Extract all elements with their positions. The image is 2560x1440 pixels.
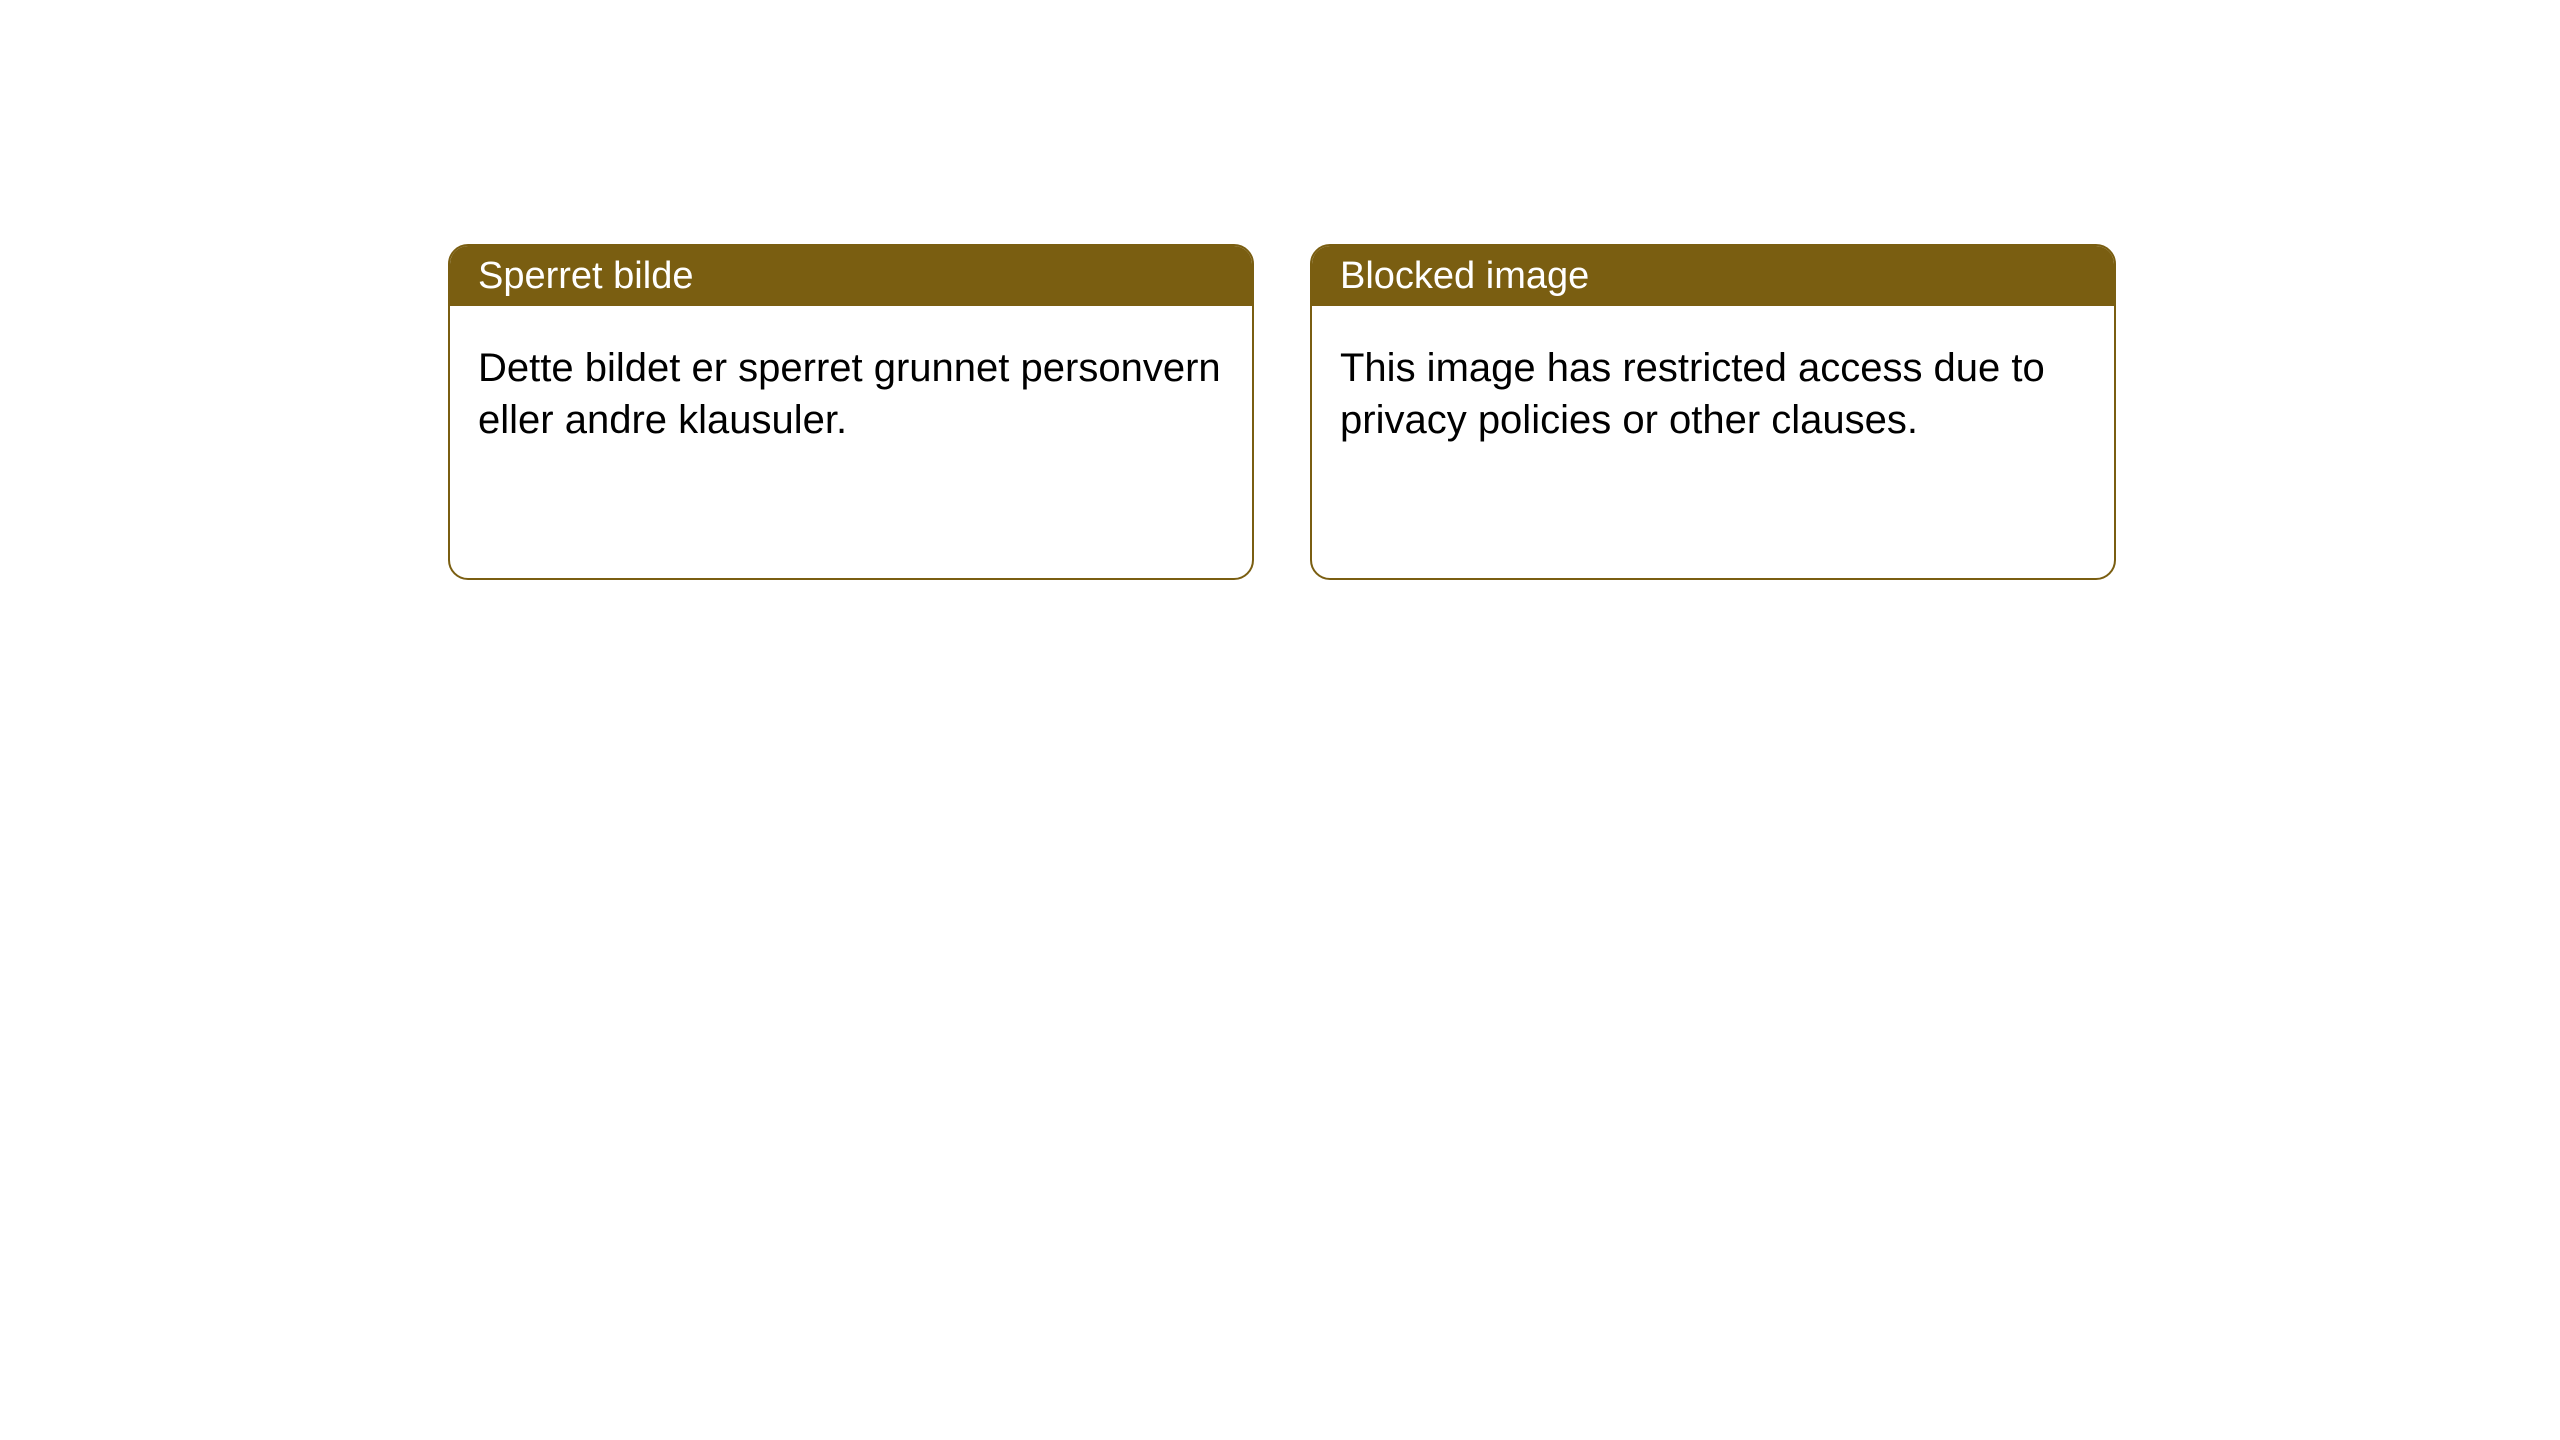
- notice-title-norwegian: Sperret bilde: [450, 246, 1252, 306]
- notice-body-english: This image has restricted access due to …: [1312, 306, 2114, 482]
- notice-title-english: Blocked image: [1312, 246, 2114, 306]
- notice-card-norwegian: Sperret bilde Dette bildet er sperret gr…: [448, 244, 1254, 580]
- notice-body-norwegian: Dette bildet er sperret grunnet personve…: [450, 306, 1252, 482]
- notice-container: Sperret bilde Dette bildet er sperret gr…: [0, 0, 2560, 580]
- notice-card-english: Blocked image This image has restricted …: [1310, 244, 2116, 580]
